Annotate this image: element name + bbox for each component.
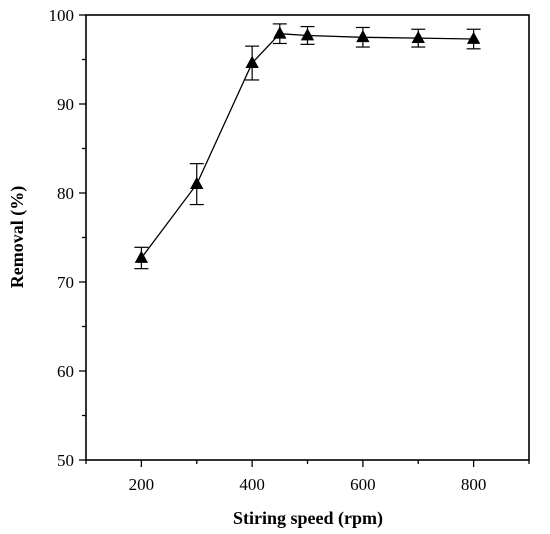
series xyxy=(134,23,481,270)
data-point-marker xyxy=(245,55,259,68)
data-point-marker xyxy=(466,31,481,44)
data-point-marker xyxy=(273,26,287,39)
x-tick-label: 800 xyxy=(461,475,487,494)
y-tick-label: 80 xyxy=(57,184,74,203)
data-point-marker xyxy=(300,28,315,41)
plot-border xyxy=(85,14,530,461)
y-tick-label: 50 xyxy=(57,451,74,470)
data-point-marker xyxy=(190,176,204,190)
y-tick-label: 60 xyxy=(57,362,74,381)
data-point-marker xyxy=(134,250,149,263)
y-tick-label: 70 xyxy=(57,273,74,292)
x-tick-label: 600 xyxy=(350,475,376,494)
x-axis: 200 400 600 800 xyxy=(85,460,530,494)
y-axis: 50 60 70 80 90 100 xyxy=(49,6,86,470)
plot-frame xyxy=(85,14,530,461)
y-tick-label: 100 xyxy=(49,6,75,25)
data-point-marker xyxy=(356,29,370,43)
x-tick-label: 400 xyxy=(239,475,265,494)
y-axis-title: Removal (%) xyxy=(7,186,28,288)
data-point-marker xyxy=(411,30,425,44)
x-tick-label: 200 xyxy=(129,475,155,494)
x-axis-title: Stiring speed (rpm) xyxy=(233,508,383,529)
y-tick-label: 90 xyxy=(57,95,74,114)
series-line xyxy=(140,33,474,259)
